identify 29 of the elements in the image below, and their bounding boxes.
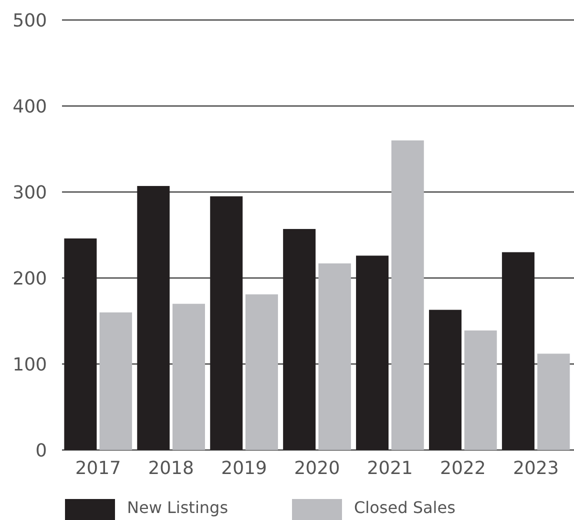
y-tick-label: 200 (12, 268, 47, 290)
x-tick-label: 2023 (512, 458, 559, 479)
bar (537, 354, 570, 450)
bar (428, 310, 462, 450)
y-tick-label: 100 (12, 354, 47, 376)
x-tick-label: 2019 (221, 458, 267, 479)
x-tick-label: 2021 (367, 458, 413, 479)
y-tick-label: 300 (12, 182, 47, 204)
bar (283, 228, 316, 450)
x-tick-label: 2018 (148, 458, 194, 479)
y-tick-label: 400 (12, 96, 47, 118)
bar (137, 186, 170, 450)
x-tick-label: 2022 (440, 458, 486, 479)
bar (172, 304, 206, 450)
bar (245, 294, 278, 450)
bar (464, 330, 497, 450)
legend-label: Closed Sales (354, 498, 456, 517)
y-tick-label: 0 (36, 440, 47, 462)
bar (318, 263, 351, 450)
bar (391, 140, 424, 450)
x-tick-label: 2020 (294, 458, 340, 479)
bar (502, 252, 534, 450)
bar (210, 196, 243, 450)
legend-label: New Listings (127, 498, 228, 517)
bar (100, 312, 132, 450)
y-tick-label: 500 (12, 10, 47, 32)
x-tick-label: 2017 (75, 458, 122, 479)
bar (64, 238, 97, 450)
bar (356, 256, 389, 450)
